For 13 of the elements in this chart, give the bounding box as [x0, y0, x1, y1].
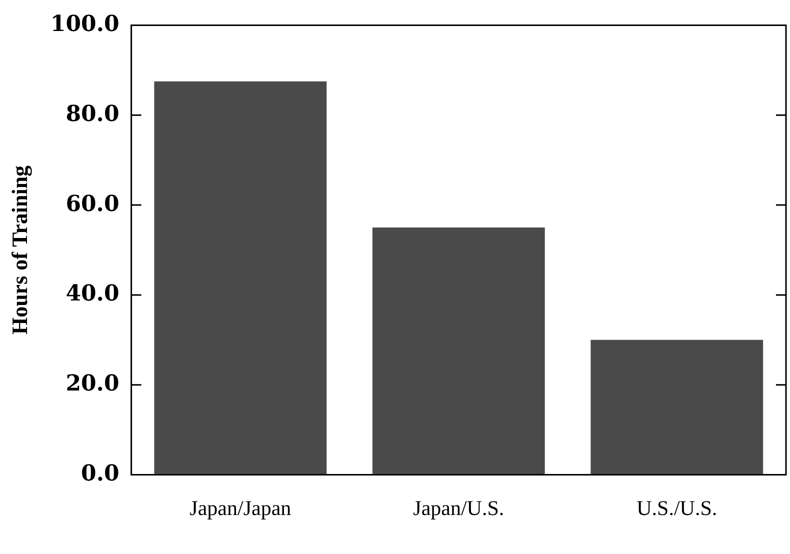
- x-tick-label: Japan/Japan: [190, 496, 292, 520]
- y-tick-label: 80.0: [66, 100, 120, 127]
- y-tick-label: 0.0: [81, 460, 120, 487]
- bar: [590, 340, 764, 475]
- y-tick-label: 20.0: [66, 370, 120, 397]
- y-tick-label: 60.0: [66, 190, 120, 217]
- bar: [372, 228, 545, 475]
- y-axis-title: Hours of Training: [6, 165, 32, 335]
- x-tick-label: Japan/U.S.: [413, 496, 504, 520]
- bar: [154, 81, 327, 475]
- y-tick-label: 40.0: [66, 280, 120, 307]
- x-tick-label: U.S./U.S.: [636, 496, 718, 520]
- y-tick-label: 100.0: [50, 10, 120, 37]
